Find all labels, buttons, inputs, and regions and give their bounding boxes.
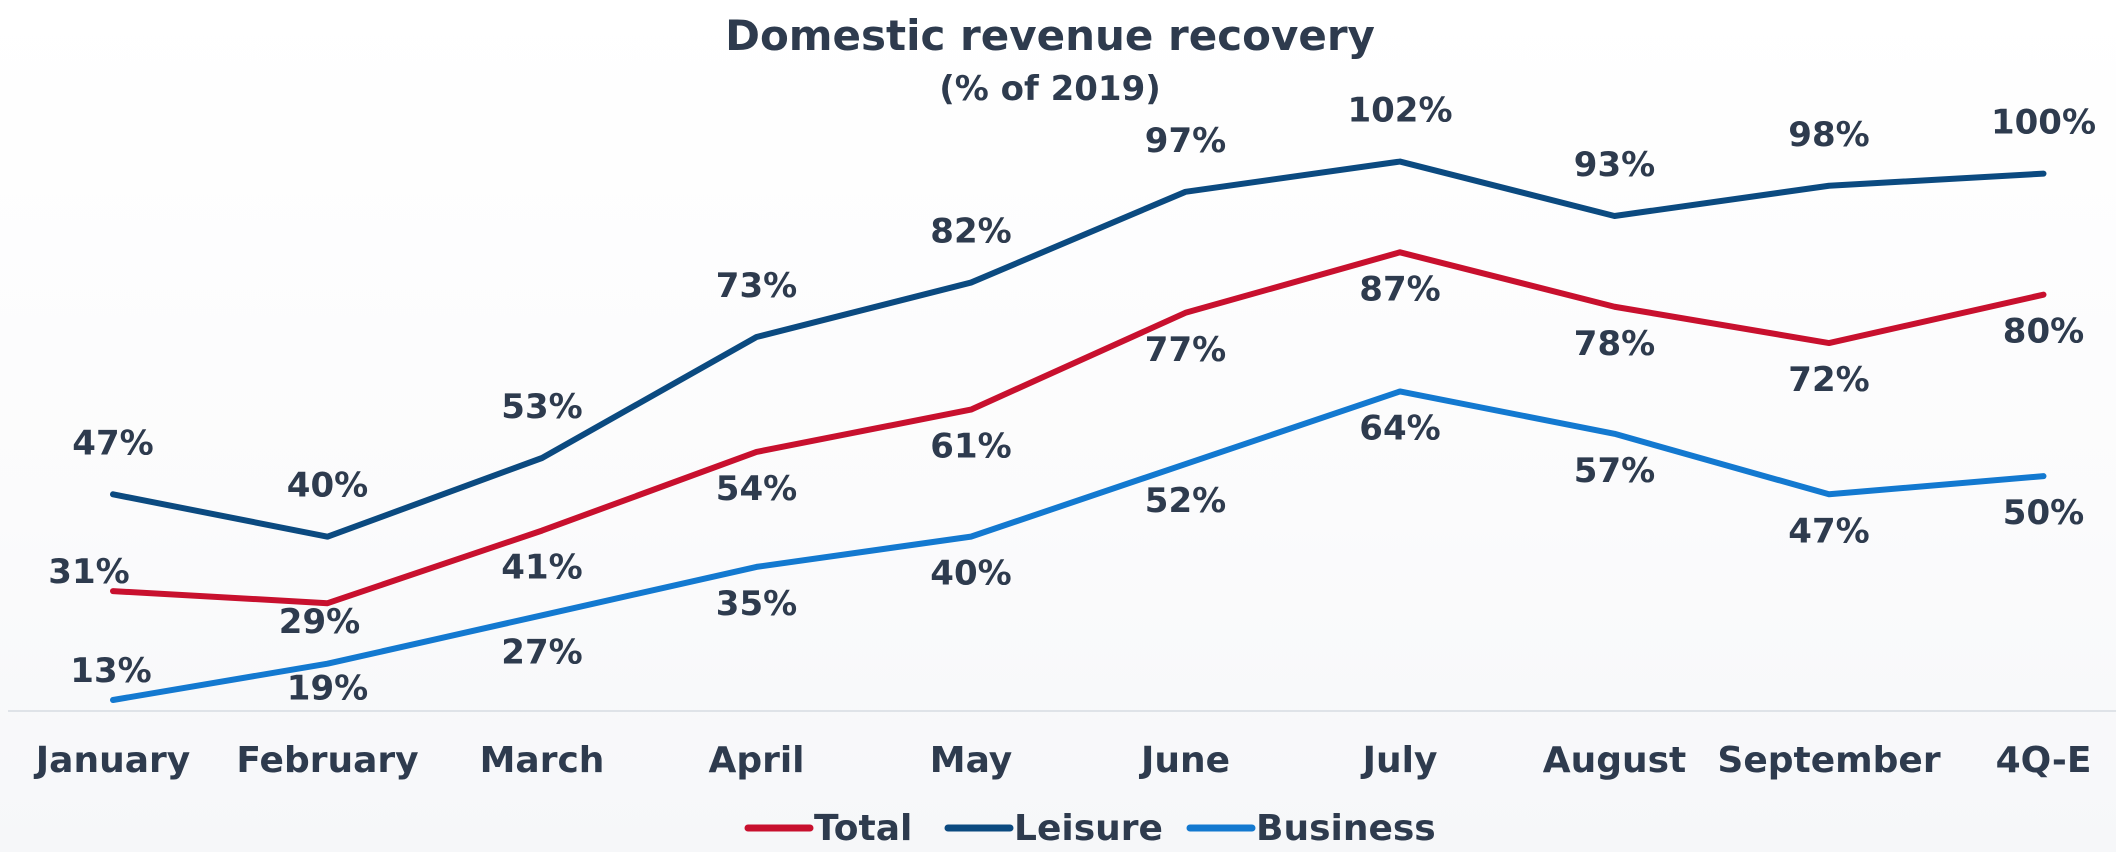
- data-label-leisure: 93%: [1574, 145, 1655, 185]
- x-tick-label: June: [1138, 740, 1230, 781]
- legend-item-total: Total: [744, 808, 912, 849]
- legend-item-business: Business: [1186, 808, 1436, 849]
- data-label-business: 57%: [1574, 451, 1655, 491]
- legend: Total Leisure Business: [744, 808, 1436, 849]
- series-line-total: [110, 249, 2047, 607]
- x-tick-label: April: [708, 740, 804, 781]
- data-label-leisure: 97%: [1145, 121, 1226, 161]
- data-label-total: 80%: [2003, 312, 2084, 352]
- data-label-leisure: 73%: [716, 266, 797, 306]
- data-label-leisure: 102%: [1347, 91, 1452, 131]
- data-label-leisure: 98%: [1788, 115, 1869, 155]
- data-label-total: 61%: [930, 427, 1011, 467]
- data-label-business: 52%: [1145, 481, 1226, 521]
- series-line-leisure: [110, 158, 2047, 540]
- x-tick-label: August: [1543, 740, 1687, 781]
- data-label-total: 31%: [48, 552, 129, 592]
- data-label-business: 40%: [930, 554, 1011, 594]
- data-label-total: 41%: [501, 548, 582, 588]
- data-label-leisure: 47%: [72, 423, 153, 463]
- x-tick-label: September: [1717, 740, 1940, 781]
- data-label-leisure: 40%: [287, 466, 368, 506]
- x-tick-label: March: [480, 740, 605, 781]
- x-tick-label: July: [1360, 740, 1438, 781]
- data-label-total: 78%: [1574, 324, 1655, 364]
- chart-subtitle: (% of 2019): [939, 69, 1161, 109]
- x-axis-ticks: January February March April May June July Augu…: [33, 740, 2092, 781]
- data-label-total: 87%: [1359, 269, 1440, 309]
- data-label-business: 27%: [501, 632, 582, 672]
- legend-item-leisure: Leisure: [944, 808, 1163, 849]
- x-tick-label: January: [33, 740, 190, 781]
- data-label-total: 72%: [1788, 360, 1869, 400]
- x-tick-label: May: [930, 740, 1012, 781]
- data-label-business: 50%: [2003, 493, 2084, 533]
- data-label-leisure: 82%: [930, 212, 1011, 252]
- legend-label-total: Total: [814, 808, 912, 849]
- series-lines: [110, 158, 2047, 703]
- data-label-business: 47%: [1788, 511, 1869, 551]
- series-line-business: [110, 388, 2047, 703]
- data-label-business: 64%: [1359, 408, 1440, 448]
- legend-label-business: Business: [1256, 808, 1436, 849]
- data-label-business: 13%: [70, 651, 151, 691]
- data-label-total: 29%: [279, 602, 360, 642]
- data-label-total: 54%: [716, 469, 797, 509]
- x-tick-label: 4Q-E: [1996, 740, 2092, 781]
- x-tick-label: February: [236, 740, 418, 781]
- chart-title: Domestic revenue recovery: [725, 11, 1375, 60]
- data-labels: 47% 40% 53% 73% 82% 97% 102% 93% 98% 100% 31% 29% 41…: [48, 91, 2096, 709]
- data-label-leisure: 100%: [1991, 103, 2096, 143]
- legend-label-leisure: Leisure: [1014, 808, 1163, 849]
- data-label-business: 19%: [287, 669, 368, 709]
- data-label-leisure: 53%: [501, 387, 582, 427]
- data-label-total: 77%: [1145, 330, 1226, 370]
- data-label-business: 35%: [716, 584, 797, 624]
